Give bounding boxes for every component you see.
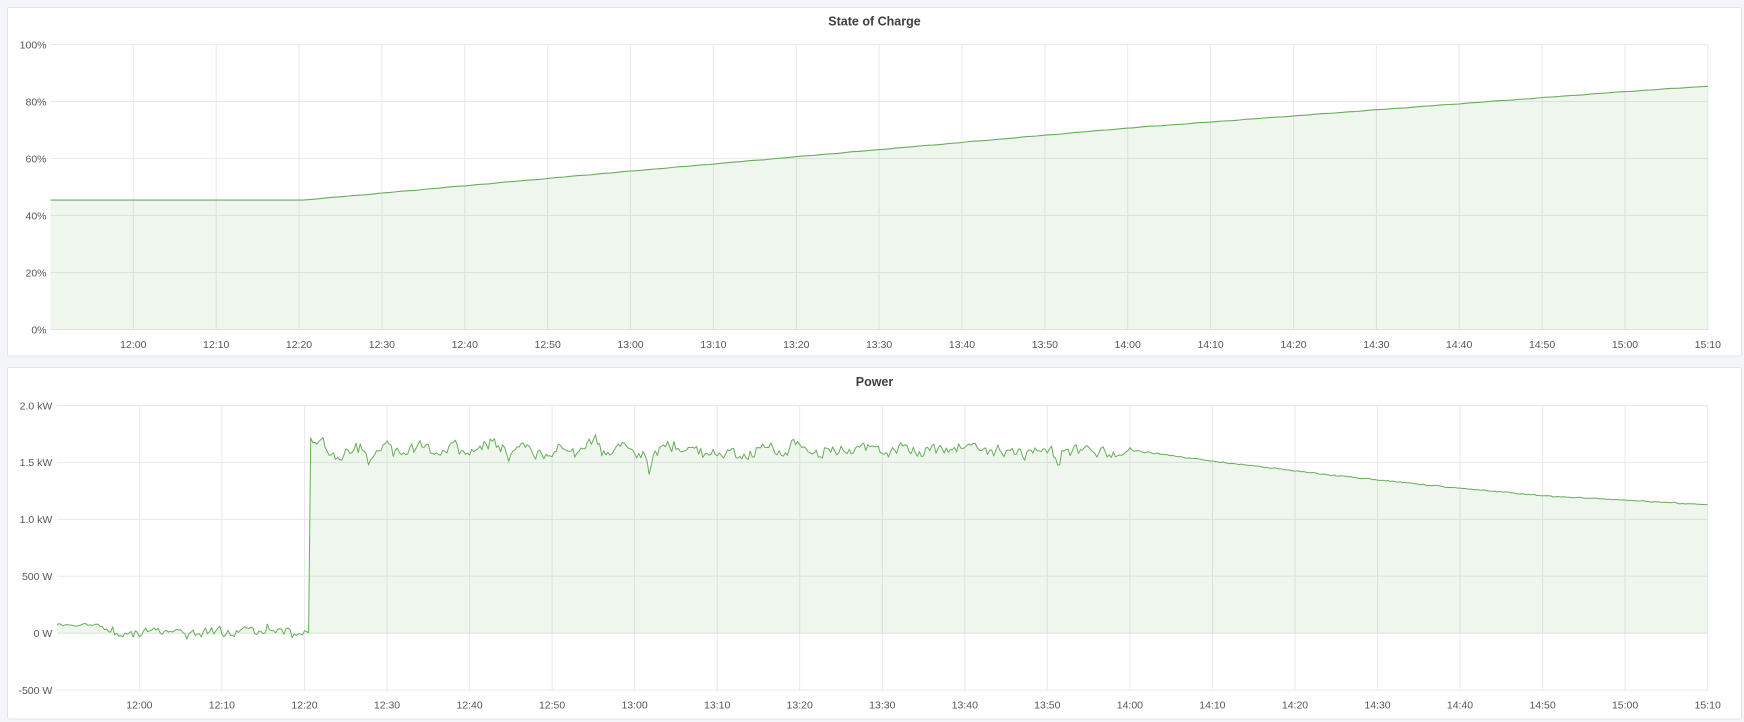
svg-text:12:40: 12:40 <box>456 700 482 712</box>
svg-text:13:50: 13:50 <box>1034 700 1060 712</box>
svg-text:14:30: 14:30 <box>1364 700 1390 712</box>
svg-text:14:00: 14:00 <box>1117 700 1143 712</box>
svg-text:12:10: 12:10 <box>203 339 229 351</box>
svg-text:60%: 60% <box>25 153 46 165</box>
svg-text:14:40: 14:40 <box>1447 700 1473 712</box>
svg-text:0%: 0% <box>31 324 46 336</box>
svg-text:12:50: 12:50 <box>539 700 565 712</box>
svg-text:12:20: 12:20 <box>286 339 312 351</box>
svg-text:13:10: 13:10 <box>700 339 726 351</box>
svg-text:14:10: 14:10 <box>1199 700 1225 712</box>
svg-text:14:40: 14:40 <box>1446 339 1472 351</box>
svg-text:12:20: 12:20 <box>291 700 317 712</box>
svg-text:12:30: 12:30 <box>369 339 395 351</box>
svg-text:Power: Power <box>856 375 894 389</box>
svg-text:0 W: 0 W <box>34 628 53 640</box>
svg-text:12:10: 12:10 <box>209 700 235 712</box>
svg-text:13:20: 13:20 <box>783 339 809 351</box>
svg-text:15:00: 15:00 <box>1612 700 1638 712</box>
svg-text:12:30: 12:30 <box>374 700 400 712</box>
svg-text:14:50: 14:50 <box>1529 700 1555 712</box>
svg-text:-500 W: -500 W <box>18 685 52 697</box>
svg-text:20%: 20% <box>25 267 46 279</box>
svg-text:13:00: 13:00 <box>621 700 647 712</box>
svg-text:14:20: 14:20 <box>1282 700 1308 712</box>
svg-text:80%: 80% <box>25 96 46 108</box>
svg-text:12:50: 12:50 <box>535 339 561 351</box>
svg-text:15:10: 15:10 <box>1695 339 1721 351</box>
svg-text:40%: 40% <box>25 210 46 222</box>
svg-text:14:30: 14:30 <box>1363 339 1389 351</box>
svg-text:12:00: 12:00 <box>126 700 152 712</box>
svg-text:14:00: 14:00 <box>1115 339 1141 351</box>
svg-text:State of Charge: State of Charge <box>828 15 920 29</box>
svg-text:13:10: 13:10 <box>704 700 730 712</box>
svg-text:1.5 kW: 1.5 kW <box>20 457 53 469</box>
svg-text:13:40: 13:40 <box>952 700 978 712</box>
svg-text:14:50: 14:50 <box>1529 339 1555 351</box>
svg-text:14:10: 14:10 <box>1197 339 1223 351</box>
svg-text:15:00: 15:00 <box>1612 339 1638 351</box>
svg-text:12:40: 12:40 <box>452 339 478 351</box>
svg-text:15:10: 15:10 <box>1695 700 1721 712</box>
svg-text:12:00: 12:00 <box>120 339 146 351</box>
svg-text:13:30: 13:30 <box>869 700 895 712</box>
svg-text:13:00: 13:00 <box>617 339 643 351</box>
svg-text:13:20: 13:20 <box>787 700 813 712</box>
svg-text:13:50: 13:50 <box>1032 339 1058 351</box>
svg-text:14:20: 14:20 <box>1280 339 1306 351</box>
svg-text:13:30: 13:30 <box>866 339 892 351</box>
svg-text:500 W: 500 W <box>22 571 52 583</box>
svg-text:13:40: 13:40 <box>949 339 975 351</box>
svg-text:100%: 100% <box>20 39 47 51</box>
svg-text:2.0 kW: 2.0 kW <box>20 400 53 412</box>
svg-text:1.0 kW: 1.0 kW <box>20 514 53 526</box>
